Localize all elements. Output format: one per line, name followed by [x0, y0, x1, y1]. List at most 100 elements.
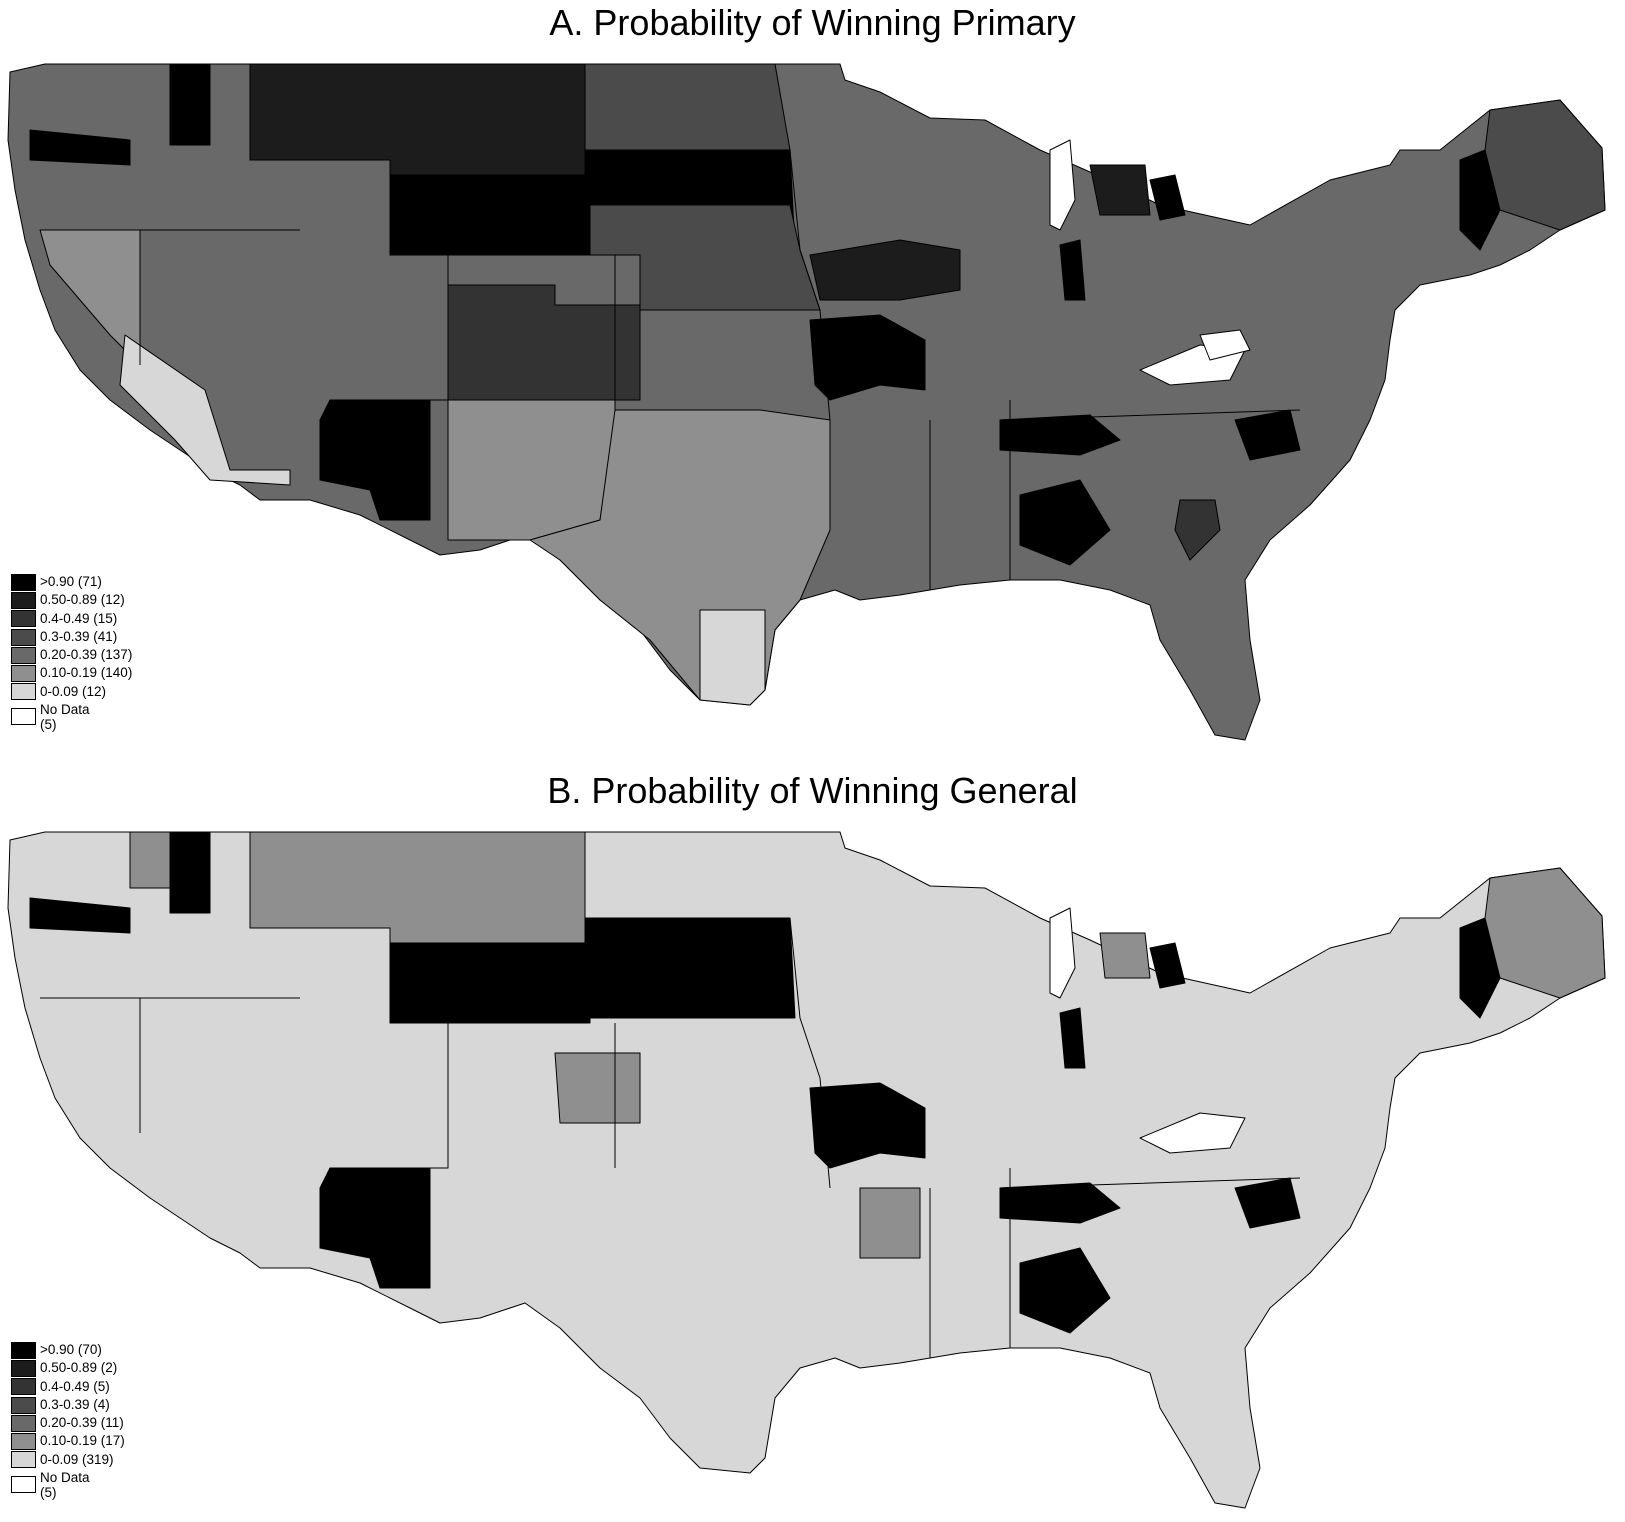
legend-swatch: [11, 708, 36, 726]
legend-item-no-data: No Data (5): [11, 702, 132, 732]
legend-swatch: [11, 1414, 36, 1432]
region-california-light: [119, 334, 291, 486]
legend-label: 0.3-0.39 (41): [40, 628, 118, 644]
panel-title-general: B. Probability of Winning General: [547, 770, 1078, 811]
legend-primary: >0.90 (71) 0.50-0.89 (12) 0.4-0.49 (15) …: [11, 573, 132, 732]
legend-label: 0-0.09 (319): [40, 1451, 114, 1467]
region-maine-black: [1459, 917, 1501, 1019]
legend-item: 0.3-0.39 (41): [11, 628, 132, 646]
region-tennessee-black: [999, 1182, 1121, 1224]
region-arkansas-medium: [859, 1187, 921, 1259]
region-sc-dark: [1174, 499, 1221, 561]
choropleth-map-general: [7, 831, 1606, 1509]
region-kentucky-nodata: [1199, 329, 1251, 361]
region-washington-black: [169, 831, 211, 914]
region-michigan-black: [1149, 942, 1186, 989]
legend-label: 0.10-0.19 (140): [40, 665, 133, 681]
legend-label: 0.20-0.39 (11): [40, 1415, 124, 1431]
region-arizona-black: [319, 1167, 431, 1289]
region-maine-medium: [1484, 867, 1606, 999]
legend-label: 0.20-0.39 (137): [40, 647, 133, 663]
region-tennessee-black: [999, 414, 1121, 456]
region-new-mexico: [447, 399, 616, 541]
legend-label: 0.50-0.89 (2): [40, 1360, 118, 1376]
legend-item: 0.4-0.49 (15): [11, 610, 132, 628]
legend-swatch: [11, 683, 36, 701]
legend-swatch: [11, 1433, 36, 1451]
region-michigan-dark: [1089, 164, 1151, 216]
region-missouri-black: [809, 1082, 926, 1169]
legend-label: 0.4-0.49 (15): [40, 610, 118, 626]
region-great-lakes-nodata: [1049, 139, 1076, 231]
legend-item: >0.90 (70): [11, 1341, 125, 1359]
legend-item: 0.4-0.49 (5): [11, 1378, 125, 1396]
legend-swatch: [11, 573, 36, 591]
region-washington-medium: [129, 831, 171, 889]
legend-swatch: [11, 646, 36, 664]
region-great-lakes-nodata: [1049, 907, 1076, 999]
region-carolina-black: [1234, 409, 1301, 461]
legend-item: 0.20-0.39 (137): [11, 646, 132, 664]
legend-no-data-label: No Data: [40, 1470, 90, 1486]
legend-swatch: [11, 1341, 36, 1359]
legend-swatch: [11, 591, 36, 609]
region-illinois-black: [1059, 239, 1086, 301]
region-arizona-black: [319, 399, 431, 521]
legend-general: >0.90 (70) 0.50-0.89 (2) 0.4-0.49 (5) 0.…: [11, 1341, 125, 1500]
legend-label: >0.90 (70): [40, 1342, 102, 1357]
legend-item: 0.20-0.39 (11): [11, 1414, 125, 1432]
legend-no-data-count: (5): [40, 1485, 57, 1501]
legend-swatch: [11, 1359, 36, 1377]
legend-item: >0.90 (71): [11, 573, 132, 591]
legend-swatch: [11, 1378, 36, 1396]
region-michigan-medium: [1099, 932, 1151, 979]
legend-no-data-label: No Data: [40, 702, 90, 718]
region-alabama-black: [1019, 479, 1111, 566]
choropleth-map-primary: [7, 63, 1606, 741]
region-washington-black: [169, 63, 211, 146]
legend-item-no-data: No Data (5): [11, 1470, 125, 1500]
legend-swatch: [11, 1451, 36, 1469]
legend-swatch: [11, 610, 36, 628]
region-missouri-black: [809, 314, 926, 401]
legend-label: 0-0.09 (12): [40, 683, 107, 699]
region-maine: [1484, 99, 1606, 231]
legend-item: 0.50-0.89 (12): [11, 591, 132, 609]
legend-label: 0.4-0.49 (5): [40, 1378, 110, 1394]
region-alabama-black: [1019, 1247, 1111, 1334]
legend-swatch: [11, 665, 36, 683]
legend-label: 0.10-0.19 (17): [40, 1433, 125, 1449]
region-puget-black: [29, 897, 131, 934]
region-michigan-black: [1149, 174, 1186, 221]
region-colorado-medium: [554, 1052, 641, 1124]
us-outline: [7, 831, 1606, 1509]
legend-label: 0.50-0.89 (12): [40, 592, 125, 608]
legend-item: 0.50-0.89 (2): [11, 1359, 125, 1377]
legend-swatch: [11, 628, 36, 646]
us-outline: [7, 63, 1606, 741]
legend-item: 0.10-0.19 (17): [11, 1432, 125, 1451]
panel-primary-map: A. Probability of Winning Primary >0.90 …: [7, 2, 1606, 741]
legend-swatch: [11, 1396, 36, 1414]
region-montana-dark: [249, 63, 586, 176]
region-iowa-dark: [809, 239, 961, 301]
region-nebraska: [589, 204, 821, 311]
legend-item: 0-0.09 (12): [11, 683, 132, 701]
panel-title-primary: A. Probability of Winning Primary: [549, 2, 1076, 43]
panel-general-map: B. Probability of Winning General >0.90 …: [0, 768, 1625, 1522]
region-puget-black: [29, 129, 131, 166]
legend-label: >0.90 (71): [40, 574, 102, 589]
region-illinois-black: [1059, 1007, 1086, 1069]
region-maine-black: [1459, 149, 1501, 251]
legend-swatch: [11, 1476, 36, 1494]
legend-item: 0.10-0.19 (140): [11, 664, 133, 683]
region-montana-medium: [249, 831, 586, 944]
legend-no-data-count: (5): [40, 717, 57, 733]
legend-item: 0.3-0.39 (4): [11, 1396, 125, 1414]
region-carolina-black: [1234, 1177, 1301, 1229]
region-ohio-valley-nodata: [1139, 1112, 1246, 1154]
legend-label: 0.3-0.39 (4): [40, 1396, 110, 1412]
region-north-dakota: [584, 63, 791, 151]
legend-item: 0-0.09 (319): [11, 1451, 125, 1469]
region-south-texas-light: [699, 609, 766, 706]
